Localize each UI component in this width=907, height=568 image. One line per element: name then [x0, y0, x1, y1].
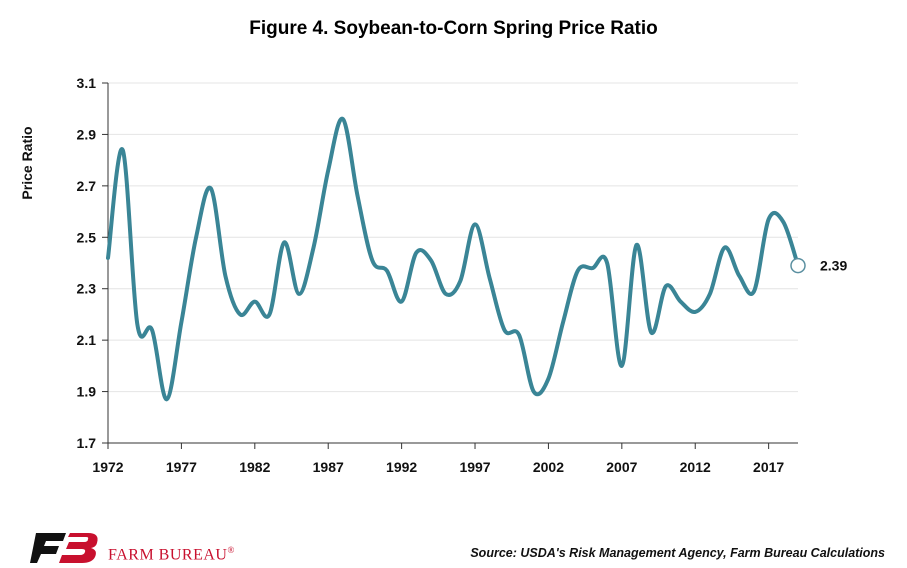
y-tick-label: 2.5 [77, 229, 97, 245]
series-line [106, 116, 800, 402]
x-tick-label: 1977 [166, 459, 197, 475]
source-note: Source: USDA's Risk Management Agency, F… [470, 546, 885, 560]
x-tick-label: 1992 [386, 459, 417, 475]
farm-bureau-wordmark: FARM BUREAU® [108, 545, 235, 564]
fb-logo-icon [30, 533, 98, 563]
chart-title: Figure 4. Soybean-to-Corn Spring Price R… [249, 18, 658, 39]
x-tick-label: 2002 [533, 459, 564, 475]
x-tick-label: 1987 [313, 459, 344, 475]
x-tick-label: 2007 [606, 459, 637, 475]
y-tick-label: 1.9 [77, 384, 97, 400]
gridlines [108, 82, 798, 393]
axes [102, 82, 798, 449]
x-tick-labels: 1972 1977 1982 1987 1992 1997 2002 2007 2012 2017 [92, 459, 784, 475]
annotation-markers: 2.39 [790, 257, 847, 274]
y-axis-label: Price Ratio [19, 126, 35, 199]
data-label: 2.39 [820, 258, 847, 274]
logo-text: FARM BUREAU [108, 546, 228, 564]
x-tick-label: 1982 [239, 459, 270, 475]
x-tick-label: 2012 [680, 459, 711, 475]
y-tick-labels: 1.7 1.9 2.1 2.3 2.5 2.7 2.9 3.1 [77, 75, 97, 451]
y-tick-label: 1.7 [77, 435, 97, 451]
y-tick-label: 2.9 [77, 126, 97, 142]
x-tick-label: 1972 [92, 459, 123, 475]
x-tick-label: 2017 [753, 459, 784, 475]
y-tick-label: 2.7 [77, 178, 97, 194]
registered-mark: ® [227, 545, 235, 555]
y-tick-label: 2.1 [77, 332, 97, 348]
y-tick-label: 2.3 [77, 281, 97, 297]
y-tick-label: 3.1 [77, 75, 97, 91]
end-point-marker [790, 257, 806, 274]
x-tick-label: 1997 [459, 459, 490, 475]
farm-bureau-logo [30, 533, 98, 563]
